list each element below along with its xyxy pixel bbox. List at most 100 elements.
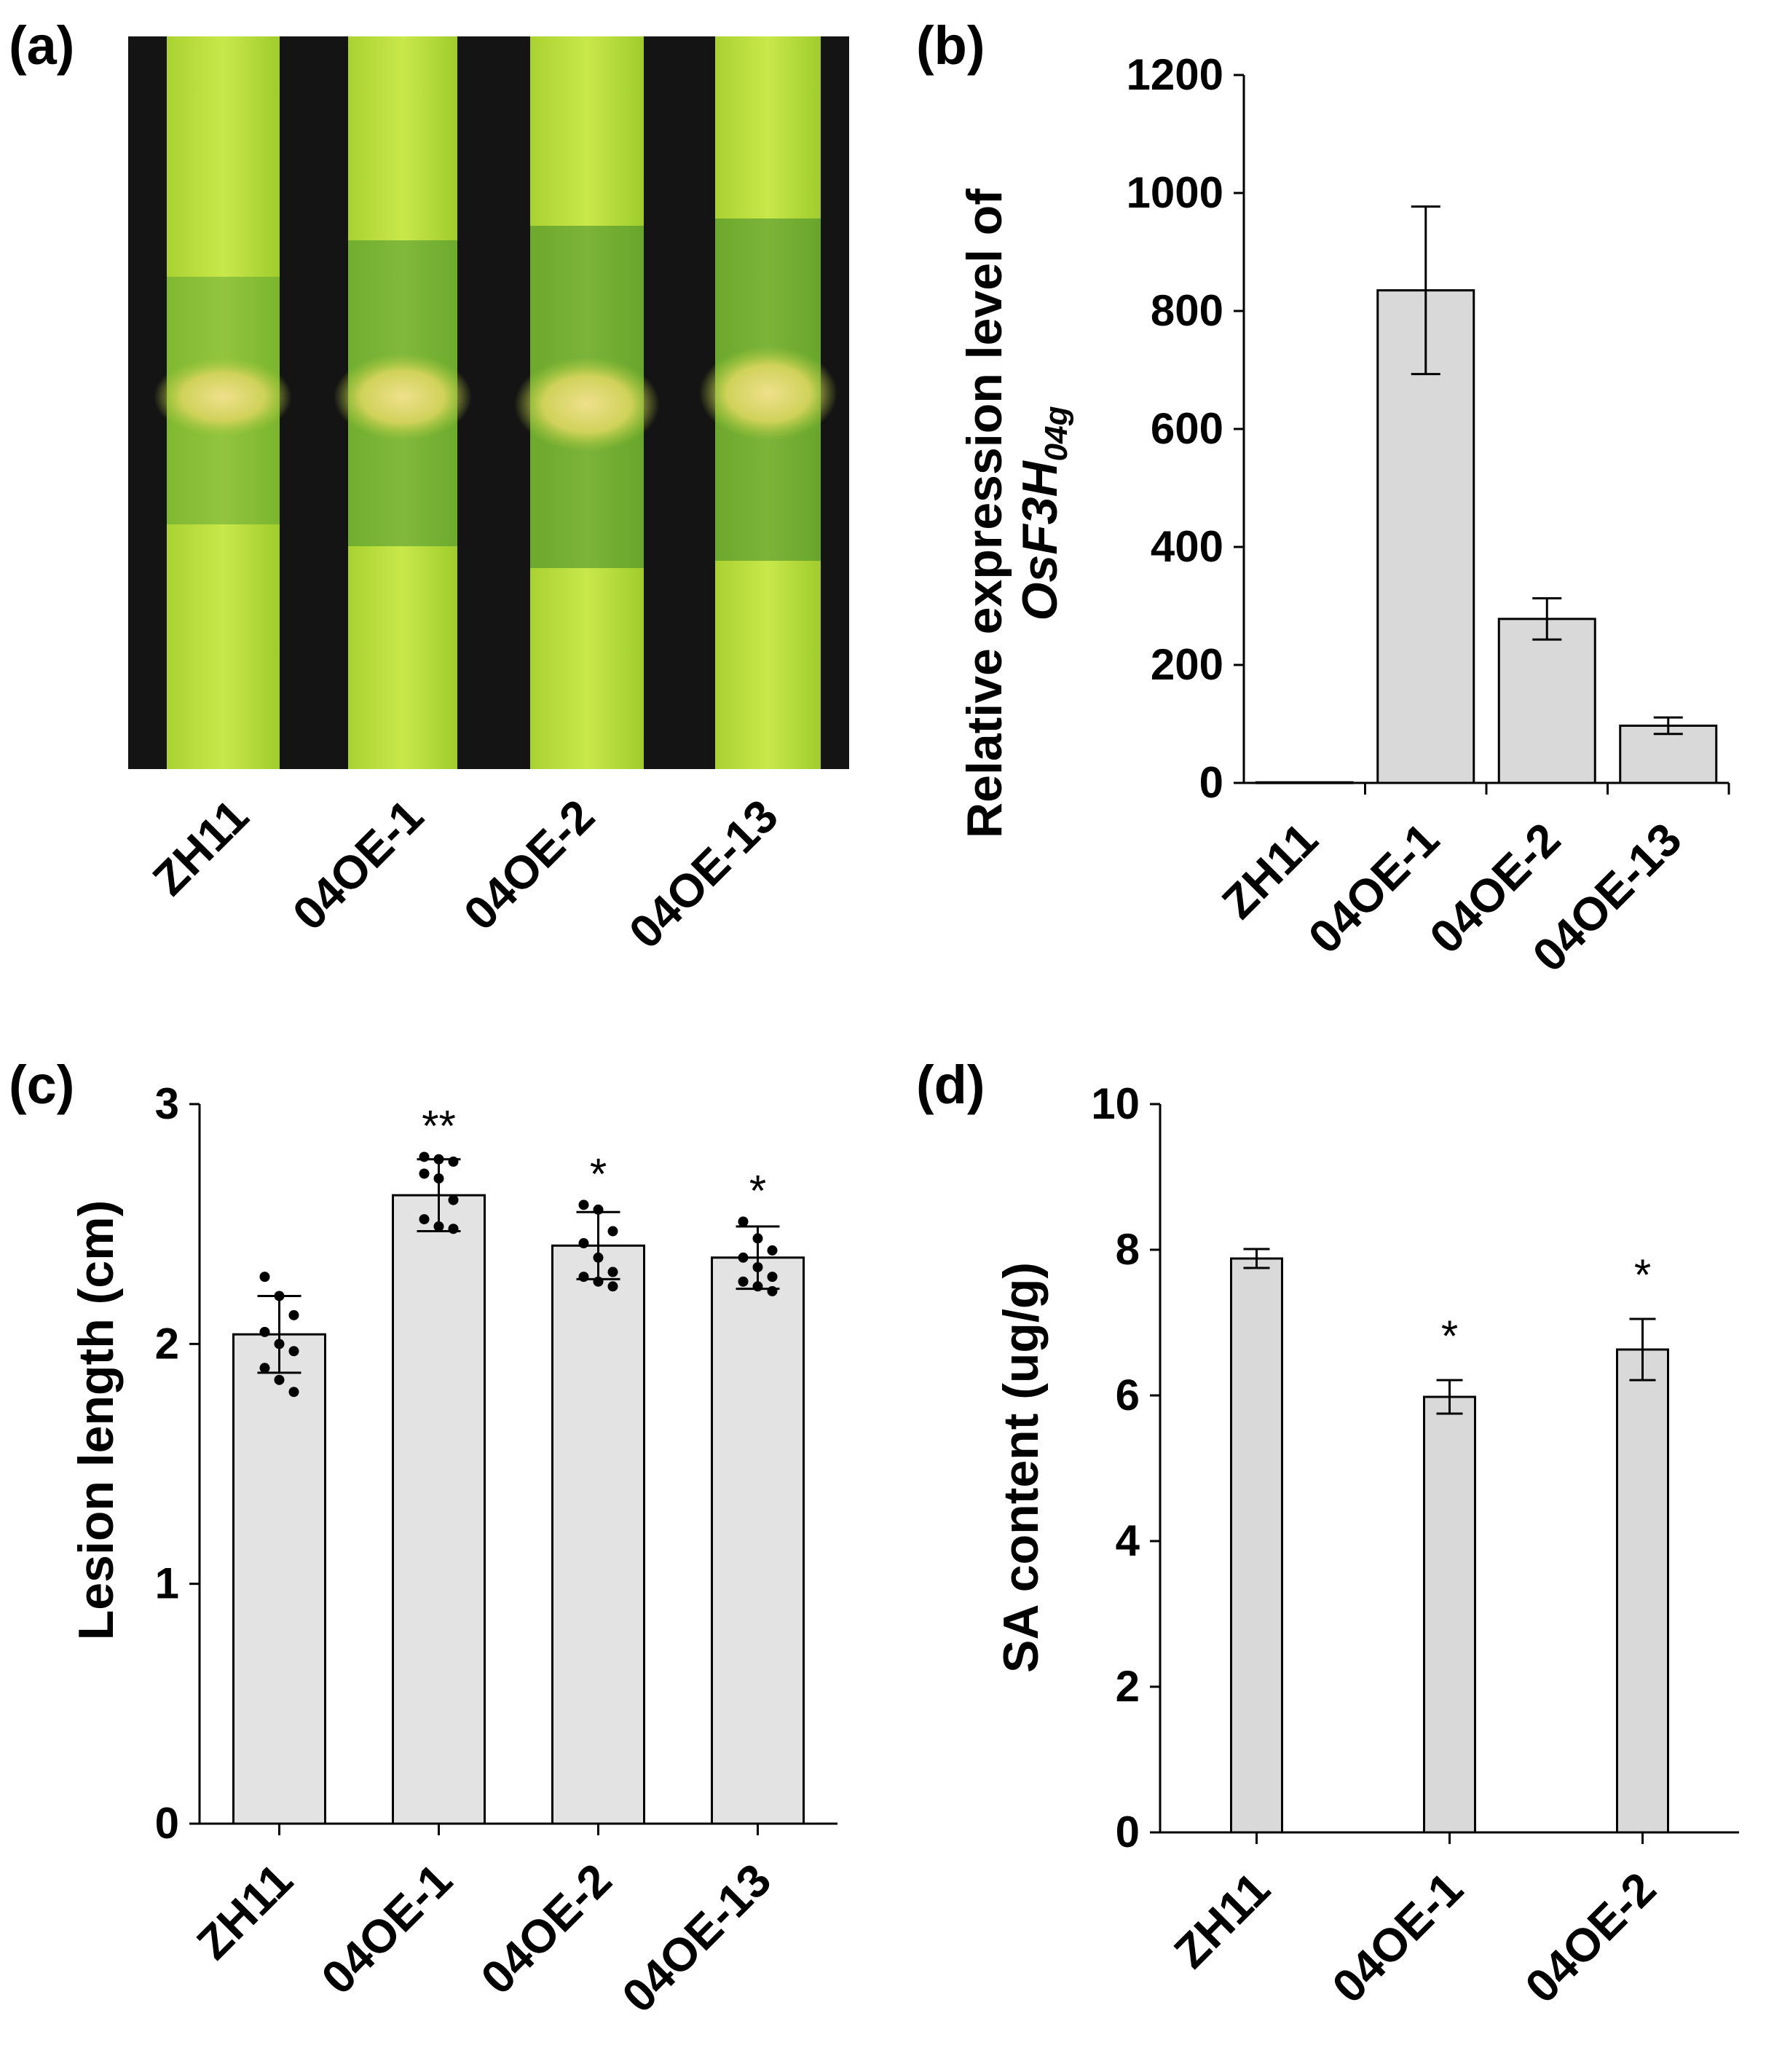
y-tick-label: 800: [1151, 286, 1223, 335]
leaf-photo: [128, 36, 849, 769]
bar: [711, 1256, 805, 1825]
data-point: [738, 1252, 749, 1263]
data-point: [607, 1226, 618, 1237]
chart-b-expression: 020040060080010001200ZH1104OE-104OE-204O…: [1127, 50, 1730, 982]
data-point: [767, 1285, 778, 1296]
data-point: [259, 1272, 270, 1283]
leaf-04oe-13: [699, 36, 837, 769]
photo-label-04oe-13: 04OE-13: [619, 789, 788, 958]
bar: [232, 1333, 326, 1825]
photo-label-04oe-2: 04OE-2: [454, 789, 604, 940]
y-tick-label: 0: [1116, 1808, 1140, 1856]
y-tick-label: 200: [1151, 640, 1223, 689]
chart-d-sa-content: 0 2 4 6 8 10 ZH11 * 04OE-1 * 04OE-2: [1091, 1079, 1739, 2013]
data-point: [593, 1252, 604, 1263]
y-tick-label: 2: [1116, 1662, 1140, 1711]
data-point: [433, 1173, 444, 1184]
data-point: [419, 1168, 430, 1179]
data-point: [593, 1204, 604, 1215]
x-tick-label: 04OE-2: [471, 1854, 622, 2004]
photo-label-04oe-1: 04OE-1: [283, 789, 433, 940]
leaf-zh11: [154, 36, 292, 769]
bar: [392, 1194, 486, 1825]
data-point: [767, 1245, 778, 1256]
x-tick-label: ZH11: [1164, 1862, 1280, 1978]
chart-b-ylabel-line2: OsF3H04g: [1012, 406, 1074, 621]
panel-b-label: (b): [916, 15, 985, 76]
data-point: [607, 1281, 618, 1292]
data-point: [448, 1224, 459, 1234]
y-tick-label: 400: [1151, 522, 1223, 571]
data-point: [288, 1346, 299, 1357]
data-point: [578, 1238, 589, 1249]
chart-b-ylabel-line1: Relative expression level of: [957, 189, 1012, 838]
chart-b-ylabel-gene: OsF3H: [1012, 460, 1068, 621]
panel-a-label: (a): [9, 15, 74, 76]
chart-b-ylabel: Relative expression level of OsF3H04g: [957, 189, 1074, 838]
x-tick-label: 04OE-2: [1515, 1862, 1666, 2013]
data-point: [738, 1276, 749, 1287]
significance-marker: **: [422, 1101, 456, 1150]
y-tick-label: 1000: [1127, 168, 1223, 217]
bar: [1255, 781, 1354, 784]
x-tick-label: ZH11: [1212, 813, 1328, 929]
chart-b-ylabel-subscript: 04g: [1038, 406, 1074, 461]
chart-d-ylabel: SA content (ug/g): [993, 1262, 1049, 1673]
panel-c-label: (c): [9, 1055, 74, 1115]
panel-a-labels: ZH11 04OE-1 04OE-2 04OE-13: [143, 789, 788, 958]
chart-c-ylabel: Lesion length (cm): [68, 1200, 124, 1640]
data-point: [767, 1272, 778, 1283]
y-tick-label: 3: [155, 1079, 179, 1128]
data-point: [274, 1339, 285, 1350]
y-tick-label: 8: [1116, 1225, 1140, 1274]
chart-c-lesion-length: 0 1 2 3 ZH11 ** 04OE-1 * 04OE-2 * 04OE-13: [155, 1079, 837, 2022]
data-point: [752, 1281, 763, 1292]
data-point: [752, 1233, 763, 1244]
data-point: [274, 1291, 285, 1301]
y-tick-label: 1200: [1127, 50, 1223, 99]
x-tick-label: 04OE-1: [1298, 813, 1449, 964]
data-point: [752, 1261, 763, 1272]
data-point: [419, 1214, 430, 1225]
bar: [1619, 724, 1718, 784]
bar: [1423, 1395, 1476, 1834]
y-tick-label: 0: [155, 1799, 179, 1848]
bar: [551, 1244, 645, 1825]
data-point: [433, 1221, 444, 1232]
data-point: [274, 1374, 285, 1385]
leaf-04oe-2: [514, 36, 660, 769]
x-tick-label: ZH11: [186, 1854, 302, 1969]
bar: [1616, 1348, 1669, 1834]
x-tick-label: 04OE-13: [612, 1854, 781, 2022]
data-point: [448, 1194, 459, 1205]
bar: [1497, 618, 1596, 784]
y-tick-label: 4: [1116, 1516, 1140, 1565]
data-point: [288, 1309, 299, 1320]
significance-marker: *: [1441, 1312, 1458, 1360]
data-point: [578, 1272, 589, 1283]
data-point: [433, 1154, 444, 1165]
significance-marker: *: [1634, 1250, 1651, 1299]
photo-label-zh11: ZH11: [143, 789, 259, 905]
significance-marker: *: [749, 1166, 766, 1215]
bar: [1230, 1257, 1283, 1834]
data-point: [578, 1200, 589, 1210]
y-tick-label: 0: [1199, 758, 1223, 807]
panel-d-label: (d): [916, 1055, 985, 1115]
data-point: [259, 1363, 270, 1374]
data-point: [738, 1216, 749, 1227]
y-tick-label: 10: [1091, 1079, 1140, 1128]
data-point: [419, 1151, 430, 1162]
y-tick-label: 2: [155, 1319, 179, 1368]
data-point: [593, 1276, 604, 1287]
y-tick-label: 1: [155, 1559, 179, 1608]
significance-marker: *: [590, 1149, 607, 1198]
x-tick-label: 04OE-1: [312, 1854, 462, 2004]
y-tick-label: 600: [1151, 404, 1223, 453]
data-point: [448, 1157, 459, 1167]
data-point: [288, 1387, 299, 1398]
data-point: [259, 1326, 270, 1337]
leaf-04oe-1: [334, 36, 472, 769]
data-point: [607, 1267, 618, 1277]
